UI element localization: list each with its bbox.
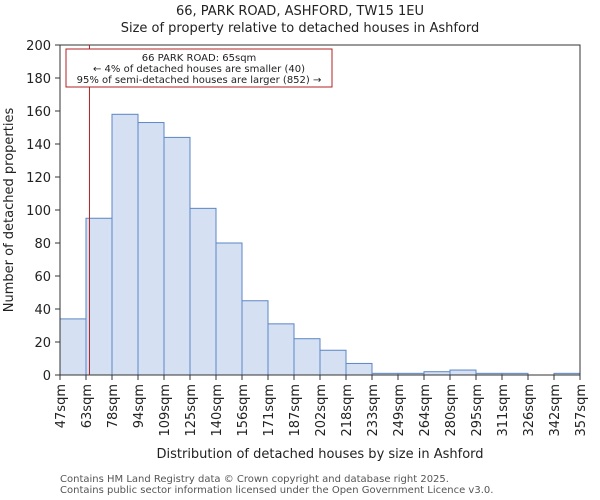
y-axis-ticks: 0 20 40 60 80 100 120 140 160 180 200 [26,39,60,384]
y-tick-label: 20 [34,336,51,351]
property-marker-group: 66 PARK ROAD: 65sqm ← 4% of detached hou… [65,45,333,375]
x-tick-label: 295sqm [470,384,485,437]
chart-title: 66, PARK ROAD, ASHFORD, TW15 1EU [175,4,424,19]
x-tick-label: 140sqm [210,384,225,437]
x-tick-label: 264sqm [418,384,433,437]
y-tick-label: 180 [26,72,51,87]
bars-group [59,113,581,376]
x-tick-label: 326sqm [522,384,537,437]
x-tick-label: 94sqm [132,384,147,428]
y-tick-label: 40 [34,303,51,318]
x-tick-label: 47sqm [54,384,69,428]
x-tick-label: 342sqm [548,384,563,437]
x-tick-label: 78sqm [106,384,121,428]
x-tick-label: 125sqm [184,384,199,437]
y-tick-label: 120 [26,171,51,186]
x-tick-label: 63sqm [80,384,95,428]
histogram-bar [293,338,321,376]
histogram-bar [319,349,347,376]
x-tick-label: 357sqm [574,384,589,437]
footer-licence: Contains public sector information licen… [60,485,494,496]
histogram-bar [215,242,243,376]
y-tick-label: 160 [26,105,51,120]
y-tick-label: 0 [43,369,51,384]
x-tick-label: 280sqm [444,384,459,437]
y-tick-label: 140 [26,138,51,153]
annotation-line-2: ← 4% of detached houses are smaller (40) [93,64,305,75]
annotation-line-3: 95% of semi-detached houses are larger (… [77,75,322,86]
x-tick-label: 109sqm [158,384,173,437]
chart-subtitle: Size of property relative to detached ho… [120,21,480,36]
y-tick-label: 200 [26,39,51,54]
histogram-bar [163,136,191,376]
x-axis-label: Distribution of detached houses by size … [156,447,483,462]
histogram-bar [345,362,373,376]
histogram-bar [241,300,269,376]
y-axis-label: Number of detached properties [2,108,17,313]
histogram-bar [189,207,217,376]
histogram-bar [59,318,87,376]
histogram-bar [111,113,139,376]
x-tick-label: 218sqm [340,384,355,437]
histogram-bar [449,369,477,376]
x-tick-label: 311sqm [496,384,511,437]
y-tick-label: 80 [34,237,51,252]
annotation-box [65,48,333,88]
x-tick-label: 233sqm [366,384,381,437]
annotation-line-1: 66 PARK ROAD: 65sqm [142,53,257,64]
histogram-bar [267,323,295,376]
histogram-chart: 0 20 40 60 80 100 120 140 160 180 200 47sqm 63sqm 78… [2,39,589,462]
x-axis-ticks: 47sqm 63sqm 78sqm 94sqm 109sqm 125sqm 140sqm 15… [54,375,589,437]
footer-copyright: Contains HM Land Registry data © Crown c… [60,474,449,485]
x-tick-label: 171sqm [262,384,277,437]
x-tick-label: 156sqm [236,384,251,437]
y-tick-label: 60 [34,270,51,285]
histogram-bar [85,217,113,376]
x-tick-label: 187sqm [288,384,303,437]
x-tick-label: 202sqm [314,384,329,437]
x-tick-label: 249sqm [392,384,407,437]
histogram-bar [137,122,165,376]
y-tick-label: 100 [26,204,51,219]
